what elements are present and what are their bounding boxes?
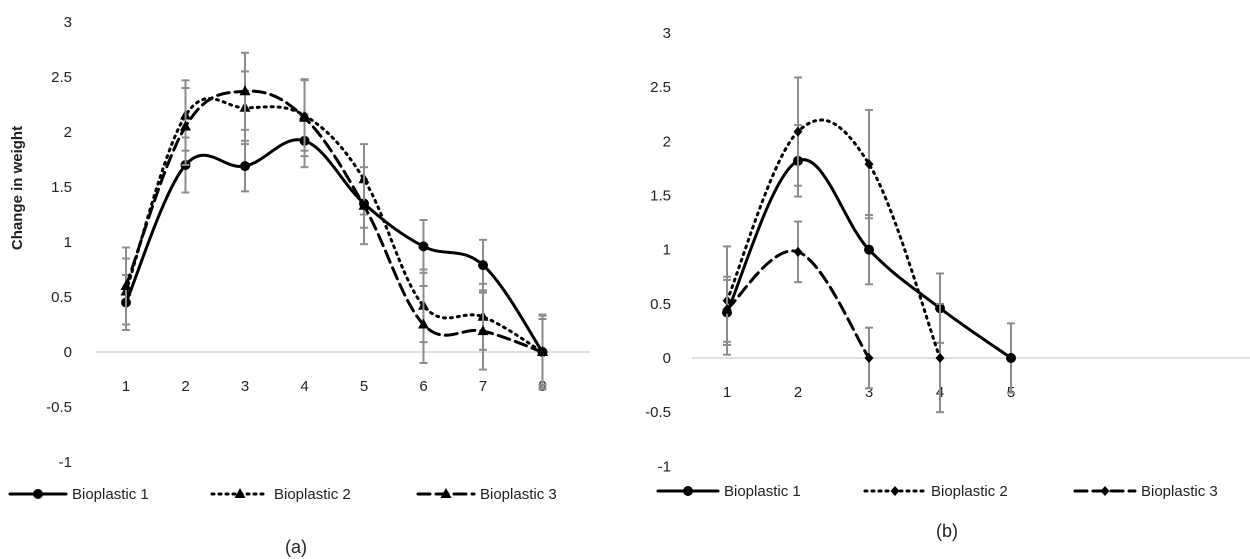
chart-a-legend-item: Bioplastic 1	[8, 486, 149, 503]
chart-a-ytick-label: 2.5	[51, 69, 72, 86]
chart-b-legend-label: Bioplastic 3	[1141, 483, 1218, 500]
chart-b-ytick-label: 1.5	[650, 188, 671, 205]
chart-a-ytick-label: -1	[59, 454, 72, 471]
chart-b-ytick-label: 0	[663, 350, 671, 367]
chart-b-ytick-label: -0.5	[645, 404, 671, 421]
chart-a-legend-label: Bioplastic 1	[72, 486, 149, 503]
chart-a-xtick-label: 6	[419, 378, 427, 395]
chart-a-series-line	[124, 89, 544, 354]
chart-b-legend-label: Bioplastic 2	[931, 483, 1008, 500]
chart-a-ytick-label: 3	[64, 14, 72, 31]
chart-a-xtick-label: 3	[241, 378, 249, 395]
chart-b-data-point	[722, 304, 732, 315]
chart-a-data-point	[120, 280, 132, 290]
chart-a-ytick-label: -0.5	[46, 399, 72, 416]
chart-a-data-point	[478, 260, 488, 271]
chart-a-ytick-label: 0.5	[51, 289, 72, 306]
chart-b-ytick-label: 2	[663, 133, 671, 150]
chart-a-ytick-label: 0	[64, 344, 72, 361]
chart-b-ytick-label: 1	[663, 242, 671, 259]
chart-a-data-point	[418, 318, 429, 329]
chart-a-ytick-label: 2	[64, 124, 72, 141]
chart-b-ytick-label: 3	[663, 25, 671, 42]
chart-b-data-point	[793, 126, 803, 137]
chart-a-series-3	[120, 51, 548, 386]
chart-b-series-line	[725, 118, 942, 360]
chart-a-data-point	[358, 199, 370, 210]
chart-b: -1-0.500.511.522.5312345Bioplastic 1Biop…	[645, 25, 1250, 500]
chart-a-data-point	[240, 161, 250, 172]
chart-a-xtick-label: 1	[122, 378, 130, 395]
chart-b-series-line	[725, 158, 1013, 360]
chart-a-legend-item: Bioplastic 2	[210, 486, 351, 503]
chart-a-data-point	[180, 120, 191, 131]
chart-b-ytick-label: 2.5	[650, 79, 671, 96]
chart-b-legend-item: Bioplastic 2	[863, 483, 1008, 500]
chart-a-data-point	[537, 346, 548, 356]
chart-b-legend-marker	[683, 486, 693, 496]
chart-a-legend-marker	[440, 488, 452, 498]
chart-b-data-point	[864, 244, 874, 255]
chart-a-data-point	[477, 325, 489, 336]
chart-a-data-point	[239, 85, 251, 96]
chart-b-xtick-label: 2	[794, 384, 802, 401]
chart-a-caption: (a)	[285, 537, 307, 557]
chart-b-legend-marker	[890, 486, 900, 496]
chart-b-series-3	[722, 220, 874, 390]
chart-b-data-point	[864, 353, 874, 363]
chart-a-ytick-label: 1.5	[51, 179, 72, 196]
chart-b-legend-item: Bioplastic 3	[1073, 483, 1218, 500]
chart-a-ylabel: Change in weight	[9, 126, 26, 250]
chart-b-legend-label: Bioplastic 1	[724, 483, 801, 500]
chart-b-series-2	[722, 76, 945, 414]
chart-a-legend-label: Bioplastic 3	[480, 486, 557, 503]
chart-a-data-point	[418, 241, 429, 252]
chart-a-xtick-label: 2	[181, 378, 189, 395]
chart-a-series-line	[124, 97, 544, 354]
chart-a-xtick-label: 4	[300, 378, 308, 395]
chart-a-legend-item: Bioplastic 3	[416, 486, 557, 503]
chart-b-data-point	[793, 246, 803, 257]
chart-a-xtick-label: 7	[479, 378, 487, 395]
chart-b-ytick-label: 0.5	[650, 296, 671, 313]
chart-a-data-point	[299, 111, 310, 122]
chart-a-ytick-label: 1	[64, 234, 72, 251]
chart-b-caption: (b)	[936, 521, 958, 541]
chart-b-legend-marker	[1100, 486, 1110, 496]
chart-b-ytick-label: -1	[658, 458, 671, 475]
chart-a-legend-marker	[234, 488, 246, 498]
chart-b-data-point	[864, 159, 874, 170]
chart-b-xtick-label: 3	[865, 384, 873, 401]
chart-a-xtick-label: 5	[360, 378, 368, 395]
chart-b-data-point	[1006, 353, 1016, 363]
chart-a-legend-marker	[33, 489, 43, 499]
chart-b-xtick-label: 1	[723, 384, 731, 401]
chart-a: -1-0.500.511.522.5312345678Bioplastic 1B…	[8, 14, 590, 503]
chart-b-data-point	[935, 353, 945, 363]
chart-b-legend-item: Bioplastic 1	[656, 483, 801, 500]
chart-a-legend-label: Bioplastic 2	[274, 486, 351, 503]
